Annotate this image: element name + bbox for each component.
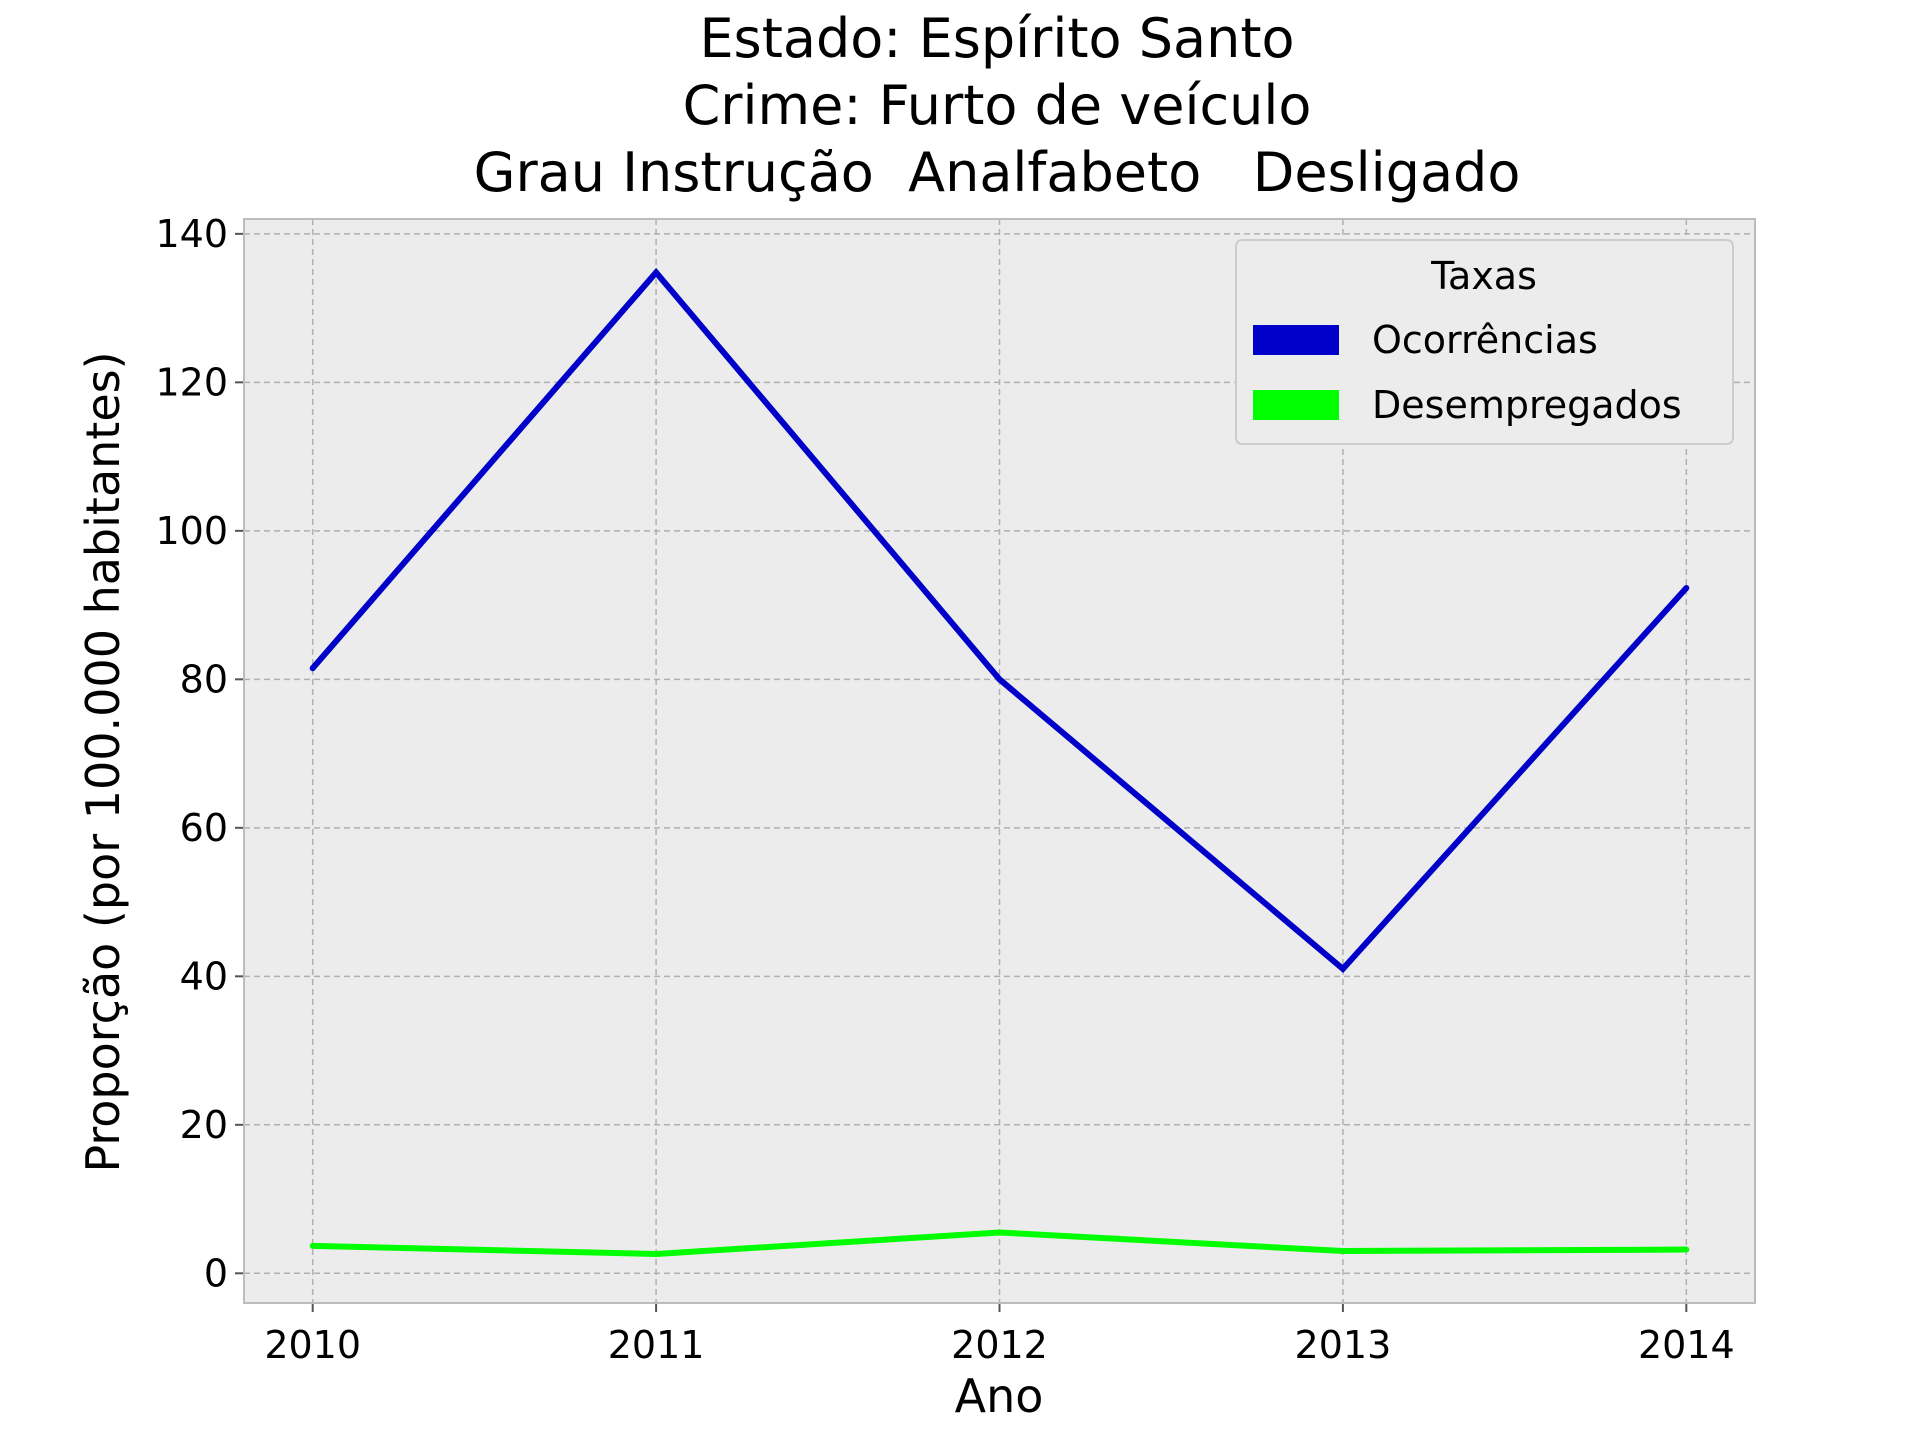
y-tick-label: 120 [155,360,228,404]
y-tick-label: 20 [180,1103,228,1147]
data-point-ocorrencias [1339,965,1346,972]
data-point-ocorrencias [653,269,660,276]
x-axis-ticks: 2010 2011 2012 2013 2014 [264,1303,1735,1367]
legend-swatch-desempregados [1253,390,1339,420]
data-point-ocorrencias [309,665,316,672]
data-point-ocorrencias [996,676,1003,683]
y-tick-label: 40 [180,954,228,998]
y-tick-label: 80 [180,657,228,701]
x-tick-label: 2013 [1295,1323,1392,1367]
y-tick-label: 0 [204,1251,228,1295]
legend-title: Taxas [1430,254,1537,298]
data-point-desempregados [309,1242,316,1249]
data-point-desempregados [653,1250,660,1257]
x-tick-label: 2012 [951,1323,1048,1367]
y-tick-label: 60 [180,806,228,850]
y-axis-ticks: 0 20 40 60 80 100 120 140 [155,212,244,1295]
chart-title-line-2: Crime: Furto de veículo [683,74,1312,137]
x-axis-label: Ano [955,1369,1044,1423]
series-lines [309,267,1690,1257]
x-tick-label: 2014 [1638,1323,1735,1367]
chart-title-line-3: Grau Instrução Analfabeto Desligado [474,141,1521,204]
data-point-ocorrencias [1683,585,1690,592]
grid-lines [244,219,1755,1303]
legend-box [1235,239,1734,445]
legend-swatch-ocorrencias [1253,325,1339,355]
legend-label-desempregados: Desempregados [1372,383,1682,427]
x-tick-label: 2011 [608,1323,705,1367]
y-tick-label: 100 [155,509,228,553]
chart-title-line-1: Estado: Espírito Santo [699,7,1294,70]
y-tick-label: 140 [155,212,228,256]
legend-label-ocorrencias: Ocorrências [1372,318,1598,362]
data-point-desempregados [1339,1248,1346,1255]
y-axis-label: Proporção (por 100.000 habitantes) [76,351,130,1172]
legend: Taxas Ocorrências Desempregados [1235,239,1734,445]
plot-frame [243,218,1756,1304]
data-point-desempregados [996,1229,1003,1236]
data-point-desempregados [1683,1246,1690,1253]
x-tick-label: 2010 [264,1323,361,1367]
